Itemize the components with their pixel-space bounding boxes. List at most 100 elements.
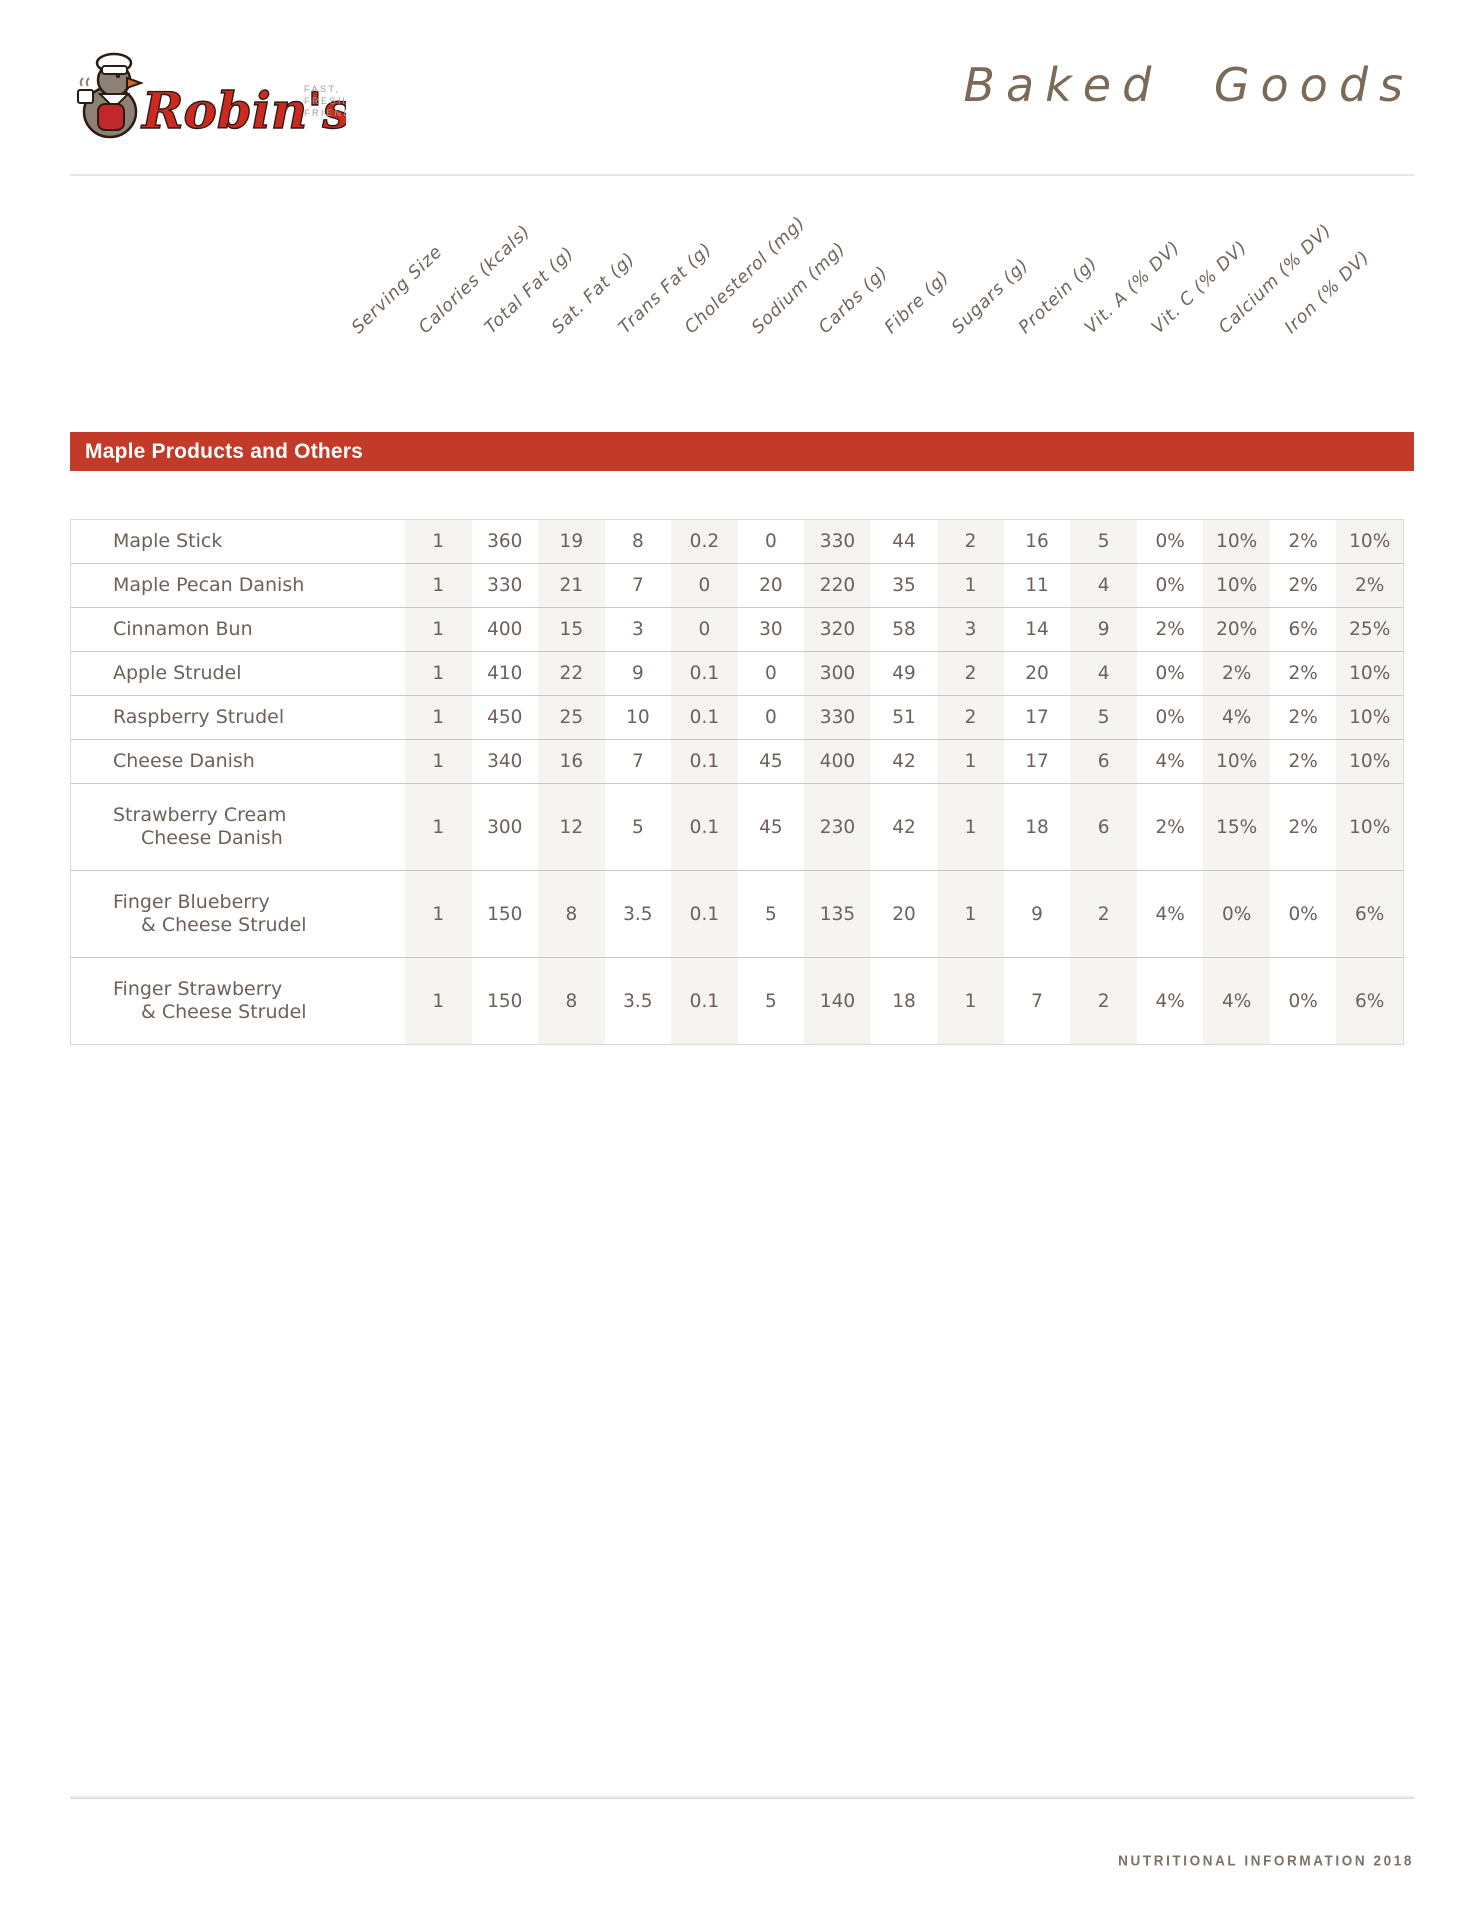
value-cell: 230 <box>804 784 871 870</box>
value-cell: 1 <box>937 784 1004 870</box>
value-cell: 58 <box>892 619 916 640</box>
value-cell: 5 <box>765 990 777 1012</box>
value-cell: 320 <box>804 608 871 651</box>
value-cell: 0% <box>1203 871 1270 957</box>
value-cell: 135 <box>804 871 871 957</box>
robins-logo: Robin's FAST, FRESH & FRIENDLY <box>76 46 365 150</box>
value-cell: 25 <box>538 696 605 739</box>
value-cell: 6% <box>1288 619 1318 640</box>
value-cell: 9 <box>1070 608 1137 651</box>
column-header-calcium: Calcium (% DV) <box>1215 220 1336 338</box>
robins-logo-graphic: Robin's FAST, FRESH & FRIENDLY <box>77 52 365 141</box>
value-cell: 400 <box>487 619 523 640</box>
value-cell: 0% <box>1155 575 1185 596</box>
value-cell: 25% <box>1336 608 1403 651</box>
value-cell: 51 <box>892 707 916 728</box>
value-cell: 1 <box>405 958 472 1044</box>
value-cell: 1 <box>405 520 472 563</box>
value-cell: 6 <box>1070 784 1137 870</box>
column-headers: Serving Size Calories (kcals) Total Fat … <box>0 0 1484 350</box>
value-cell: 10 <box>626 707 650 728</box>
value-cell: 2% <box>1288 531 1318 552</box>
value-cell: 3 <box>631 619 644 640</box>
value-cell: 5 <box>631 816 644 838</box>
value-cell: 150 <box>487 903 523 925</box>
value-cell: 10% <box>1203 564 1270 607</box>
value-cell: 0 <box>765 531 777 552</box>
value-cell: 0 <box>671 608 738 651</box>
value-cell: 0% <box>1155 531 1185 552</box>
value-cell: 5 <box>1070 696 1137 739</box>
value-cell: 10% <box>1336 784 1403 870</box>
value-cell: 45 <box>759 816 783 838</box>
value-cell: 0 <box>765 663 777 684</box>
value-cell: 16 <box>1025 531 1049 552</box>
table-row: Maple Pecan Danish 1 330 21 7 0 20 220 3… <box>71 563 1403 607</box>
value-cell: 2% <box>1288 707 1318 728</box>
value-cell: 20% <box>1203 608 1270 651</box>
value-cell: 0.1 <box>671 652 738 695</box>
value-cell: 1 <box>937 740 1004 783</box>
value-cell: 2 <box>937 696 1004 739</box>
item-name: Apple Strudel <box>113 662 242 684</box>
nutrition-table: Maple Stick 1 360 19 8 0.2 0 330 44 2 16… <box>70 519 1404 1045</box>
top-divider <box>70 174 1414 176</box>
table-row: Cheese Danish 1 340 16 7 0.1 45 400 42 1… <box>71 739 1403 783</box>
page-title: Baked Goods <box>963 58 1414 112</box>
value-cell: 2 <box>937 652 1004 695</box>
value-cell: 0.1 <box>671 871 738 957</box>
value-cell: 10% <box>1336 696 1403 739</box>
table-row: Apple Strudel 1 410 22 9 0.1 0 300 49 2 … <box>71 651 1403 695</box>
value-cell: 9 <box>631 663 644 684</box>
value-cell: 1 <box>405 696 472 739</box>
value-cell: 10% <box>1336 520 1403 563</box>
value-cell: 0% <box>1155 707 1185 728</box>
value-cell: 400 <box>804 740 871 783</box>
value-cell: 17 <box>1025 751 1049 772</box>
value-cell: 0% <box>1155 663 1185 684</box>
value-cell: 150 <box>487 990 523 1012</box>
value-cell: 330 <box>487 575 523 596</box>
value-cell: 1 <box>937 871 1004 957</box>
value-cell: 10% <box>1203 740 1270 783</box>
column-header-cholesterol: Cholesterol (mg) <box>681 212 810 338</box>
item-name: Maple Stick <box>113 530 223 552</box>
table-row: Raspberry Strudel 1 450 25 10 0.1 0 330 … <box>71 695 1403 739</box>
value-cell: 15 <box>538 608 605 651</box>
item-name: Finger Strawberry & Cheese Strudel <box>113 978 307 1023</box>
value-cell: 300 <box>804 652 871 695</box>
value-cell: 220 <box>804 564 871 607</box>
value-cell: 0% <box>1288 990 1318 1012</box>
brand-name: Robin's <box>140 81 346 140</box>
value-cell: 4 <box>1070 564 1137 607</box>
value-cell: 45 <box>759 751 783 772</box>
value-cell: 0.1 <box>671 958 738 1044</box>
value-cell: 0.1 <box>671 784 738 870</box>
value-cell: 360 <box>487 531 523 552</box>
value-cell: 4% <box>1203 696 1270 739</box>
section-title: Maple Products and Others <box>85 439 364 463</box>
svg-text:FRESH &: FRESH & <box>304 96 346 106</box>
item-name: Maple Pecan Danish <box>113 574 305 596</box>
value-cell: 4 <box>1070 652 1137 695</box>
value-cell: 1 <box>405 652 472 695</box>
value-cell: 0.1 <box>671 740 738 783</box>
value-cell: 2 <box>1070 958 1137 1044</box>
item-name: Cheese Danish <box>113 750 255 772</box>
value-cell: 330 <box>804 696 871 739</box>
value-cell: 17 <box>1025 707 1049 728</box>
value-cell: 2% <box>1336 564 1403 607</box>
column-header-calories: Calories (kcals) <box>415 221 535 338</box>
value-cell: 19 <box>538 520 605 563</box>
value-cell: 8 <box>631 531 644 552</box>
value-cell: 0% <box>1288 903 1318 925</box>
brand-tagline: FAST, FRESH & FRIENDLY <box>304 84 365 118</box>
value-cell: 7 <box>631 575 644 596</box>
value-cell: 16 <box>538 740 605 783</box>
svg-text:FAST,: FAST, <box>304 84 341 94</box>
value-cell: 6% <box>1336 871 1403 957</box>
value-cell: 21 <box>538 564 605 607</box>
value-cell: 5 <box>1070 520 1137 563</box>
value-cell: 10% <box>1336 740 1403 783</box>
value-cell: 0 <box>765 707 777 728</box>
